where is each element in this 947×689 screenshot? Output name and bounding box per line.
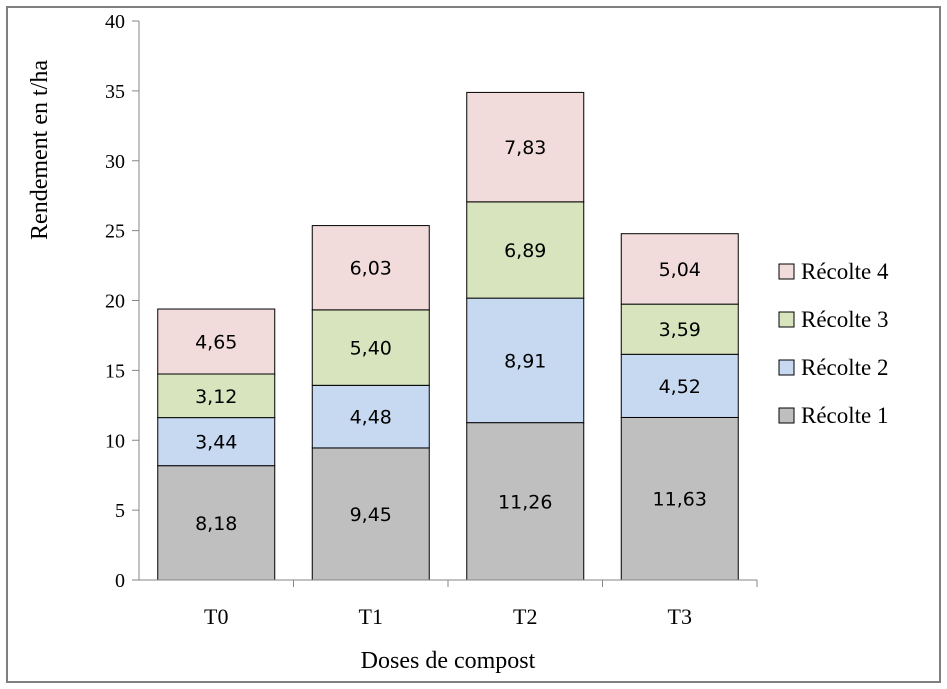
data-label: 4,52 xyxy=(659,376,701,398)
y-tick-label: 30 xyxy=(105,151,125,173)
data-label: 4,48 xyxy=(350,407,392,429)
data-label: 9,45 xyxy=(350,504,392,526)
x-tick-label: T3 xyxy=(668,604,692,629)
x-tick-label: T1 xyxy=(359,604,383,629)
legend-swatch xyxy=(778,359,795,376)
bar-segment xyxy=(157,373,276,419)
y-tick-label: 35 xyxy=(105,81,125,103)
legend-swatch xyxy=(778,311,795,328)
legend-label: Récolte 3 xyxy=(801,307,889,332)
bar-segment xyxy=(466,201,585,299)
data-label: 4,65 xyxy=(195,332,237,354)
bar-segment xyxy=(620,303,739,355)
data-label: 8,91 xyxy=(504,350,546,372)
legend-label: Récolte 4 xyxy=(801,259,889,284)
bar-segment xyxy=(311,447,430,581)
bar-segment xyxy=(466,297,585,424)
data-label: 7,83 xyxy=(504,137,546,159)
bar-segment xyxy=(311,309,430,386)
bar-segment xyxy=(620,233,739,305)
data-label: 3,12 xyxy=(195,386,237,408)
bar-segment xyxy=(311,225,430,311)
bar-segment xyxy=(466,422,585,581)
data-label: 5,40 xyxy=(350,338,392,360)
legend-swatch xyxy=(778,263,795,280)
data-label: 3,44 xyxy=(195,432,237,454)
data-label: 5,04 xyxy=(659,259,701,281)
bar-segment xyxy=(157,308,276,375)
y-axis-title: Rendement en t/ha xyxy=(27,60,53,240)
legend-swatch xyxy=(778,407,795,424)
bar-segment xyxy=(466,91,585,203)
y-tick-label: 0 xyxy=(115,570,125,592)
data-labels-layer: 8,18 3,44 3,12 4,65 9,45 4,48 5,40 6,03 11,26 8,9… xyxy=(195,137,707,535)
y-tick-label: 25 xyxy=(105,221,125,243)
bars-layer xyxy=(157,91,739,581)
y-tick-label: 40 xyxy=(105,11,125,33)
y-tick-label: 15 xyxy=(105,360,125,382)
x-tick-label: T2 xyxy=(513,604,537,629)
bar-segment xyxy=(157,465,276,581)
y-tick-label: 20 xyxy=(105,291,125,313)
data-label: 8,18 xyxy=(195,513,237,535)
data-label: 6,03 xyxy=(350,258,392,280)
y-tick-label: 10 xyxy=(105,430,125,452)
legend-label: Récolte 2 xyxy=(801,355,889,380)
axes-layer: 0 5 10 15 20 25 30 35 40 T0 T1 T2 T3 xyxy=(105,11,758,629)
y-tick-label: 5 xyxy=(115,500,125,522)
bar-segment xyxy=(311,384,430,449)
x-tick-label: T0 xyxy=(204,604,228,629)
legend-label: Récolte 1 xyxy=(801,403,889,428)
data-label: 3,59 xyxy=(659,319,701,341)
data-label: 6,89 xyxy=(504,240,546,262)
legend: Récolte 4 Récolte 3 Récolte 2 Récolte 1 xyxy=(778,259,889,428)
data-label: 11,26 xyxy=(498,491,552,513)
data-label: 11,63 xyxy=(653,489,707,511)
x-axis-title: Doses de compost xyxy=(361,648,536,674)
bar-segment xyxy=(620,353,739,418)
